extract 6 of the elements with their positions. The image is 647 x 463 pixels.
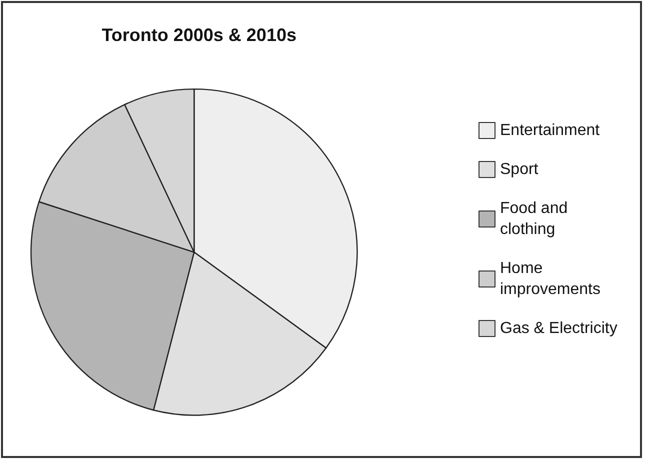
legend-label: Food and clothing: [500, 200, 572, 238]
legend-label: Sport: [500, 161, 539, 178]
legend-label: Gas & Electricity: [500, 320, 618, 337]
legend-label: Entertainment: [500, 122, 600, 139]
chart-title: Toronto 2000s & 2010s: [102, 25, 296, 45]
legend-label: Home improvements: [500, 260, 600, 298]
